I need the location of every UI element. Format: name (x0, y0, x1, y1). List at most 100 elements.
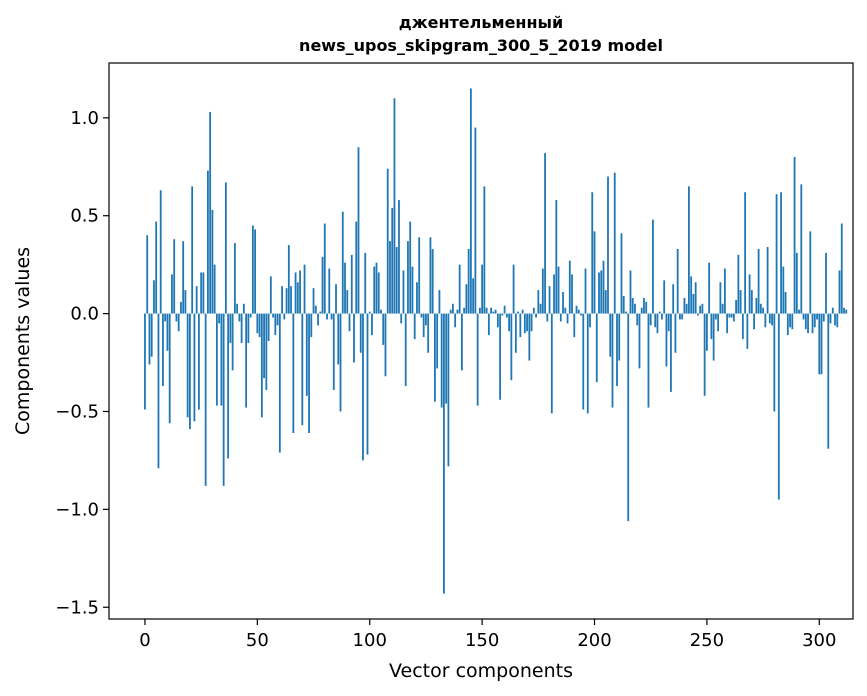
bar (420, 313, 423, 318)
bar (706, 313, 708, 351)
bar (263, 313, 265, 379)
bar (434, 313, 436, 402)
bar (240, 313, 243, 343)
bar (555, 200, 558, 314)
bar (582, 313, 585, 410)
bar (407, 241, 409, 314)
bar (681, 313, 684, 320)
bar (326, 313, 328, 320)
bar (207, 170, 209, 314)
bar (445, 313, 448, 404)
bar (663, 280, 666, 314)
bar (697, 313, 699, 316)
bar (726, 313, 729, 334)
bar (640, 307, 643, 314)
bar (330, 313, 333, 320)
bar (402, 270, 405, 314)
bar (735, 299, 738, 314)
bar (478, 307, 481, 314)
bar (274, 313, 277, 336)
bar (510, 313, 513, 381)
bar (368, 311, 371, 314)
bar (625, 311, 627, 314)
bar (222, 313, 225, 486)
bar (723, 268, 726, 314)
bar (371, 313, 373, 336)
bar (676, 248, 679, 314)
bar (431, 248, 434, 314)
bar (469, 88, 472, 314)
bar (721, 303, 724, 314)
x-tick-label: 100 (353, 630, 387, 651)
bar (490, 307, 493, 314)
bar (643, 297, 645, 314)
bar (604, 290, 607, 314)
bar (539, 303, 542, 314)
bar (211, 209, 214, 314)
y-tick-label: 0.5 (70, 206, 99, 227)
bar (762, 307, 764, 314)
bar (198, 313, 200, 410)
bar (685, 303, 688, 314)
bar (418, 237, 421, 314)
bar (290, 286, 292, 314)
bar (598, 272, 600, 314)
bar (267, 313, 270, 341)
bar (568, 260, 571, 314)
bar (719, 282, 722, 314)
bar (566, 313, 569, 324)
bar (836, 313, 839, 328)
bar (146, 235, 149, 314)
bar (193, 313, 196, 422)
bar (438, 290, 441, 314)
bar (672, 284, 675, 314)
bar (840, 223, 843, 314)
bar (818, 313, 821, 375)
bar (308, 313, 310, 434)
bar (789, 313, 791, 328)
bar (265, 313, 268, 390)
bar (634, 303, 636, 314)
bar (362, 313, 364, 461)
bar (168, 313, 171, 424)
bar (218, 313, 221, 324)
bar (427, 313, 430, 353)
bar (611, 313, 614, 408)
bar (328, 268, 331, 314)
bar (413, 313, 416, 340)
bar (260, 313, 263, 418)
bar (679, 313, 681, 320)
y-axis-ticks: −1.5 −1.0 −0.5 0.0 0.5 1.0 (55, 108, 109, 618)
bar (690, 276, 693, 314)
bar (521, 309, 524, 314)
bar (467, 248, 470, 314)
bar (153, 280, 155, 314)
bar (496, 313, 499, 328)
bar (220, 313, 223, 406)
bar (463, 307, 466, 314)
bar (373, 266, 376, 314)
bar (429, 237, 432, 314)
bar (710, 313, 713, 340)
bar (652, 219, 654, 314)
bar (382, 313, 385, 345)
bar (449, 309, 452, 314)
bar (580, 313, 582, 316)
bar (465, 284, 468, 314)
bar (607, 176, 609, 314)
bar (741, 313, 744, 340)
bar (184, 290, 187, 314)
bar (472, 278, 475, 314)
bar (636, 313, 639, 326)
bar (647, 313, 650, 408)
bar (481, 264, 484, 314)
bar (254, 229, 256, 314)
bar (461, 313, 463, 371)
bar (546, 313, 549, 322)
bar (804, 313, 807, 330)
bar (321, 256, 324, 314)
bar (171, 274, 173, 314)
bar (732, 313, 735, 322)
bar (800, 184, 803, 314)
bar (746, 313, 749, 349)
